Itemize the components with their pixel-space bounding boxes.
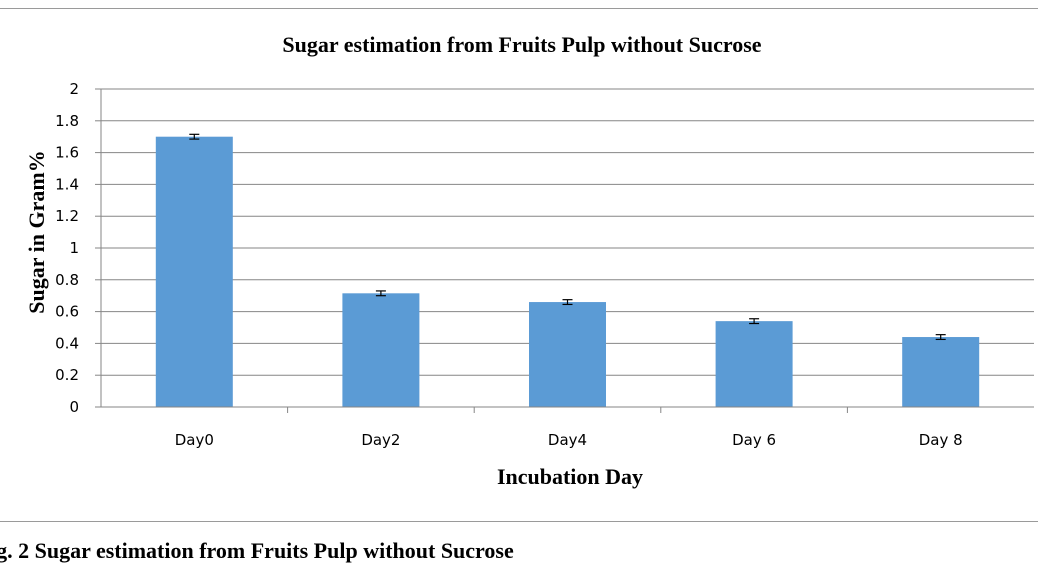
bar: [155, 136, 233, 407]
bar: [902, 337, 980, 407]
y-tick-label: 0.2: [55, 366, 79, 384]
y-tick-label: 2: [69, 80, 79, 98]
bar: [342, 293, 420, 407]
x-tick-label: Day0: [175, 431, 214, 449]
y-tick-label: 0: [69, 398, 79, 416]
x-tick-label: Day2: [361, 431, 400, 449]
y-tick-label: 1.4: [55, 175, 79, 193]
x-tick-label: Day 8: [919, 431, 963, 449]
y-tick-labels: 0 0.2 0.4 0.6 0.8 1 1.2 1.4 1.6 1.8 2: [55, 80, 79, 416]
chart-frame: [0, 8, 1038, 522]
y-tick-label: 1.6: [55, 144, 79, 162]
y-tick-label: 0.4: [55, 334, 79, 352]
y-tick-label: 0.6: [55, 303, 79, 321]
x-tick-label: Day4: [548, 431, 587, 449]
chart-title: Sugar estimation from Fruits Pulp withou…: [282, 32, 761, 57]
error-bars: [189, 133, 946, 341]
bar: [529, 302, 606, 407]
y-tick-label: 1.8: [55, 112, 79, 130]
x-tick-label: Day 6: [732, 431, 776, 449]
y-tick-label: 1: [69, 239, 79, 257]
y-axis-title: Sugar in Gram%: [24, 150, 49, 313]
x-axis-title: Incubation Day: [497, 464, 643, 489]
y-tick-label: 1.2: [55, 207, 79, 225]
bars: [155, 136, 980, 407]
y-tick-label: 0.8: [55, 271, 79, 289]
x-tick-labels: Day0 Day2 Day4 Day 6 Day 8: [175, 431, 963, 449]
bar: [715, 321, 793, 407]
figure-caption: ig. 2 Sugar estimation from Fruits Pulp …: [0, 538, 514, 563]
